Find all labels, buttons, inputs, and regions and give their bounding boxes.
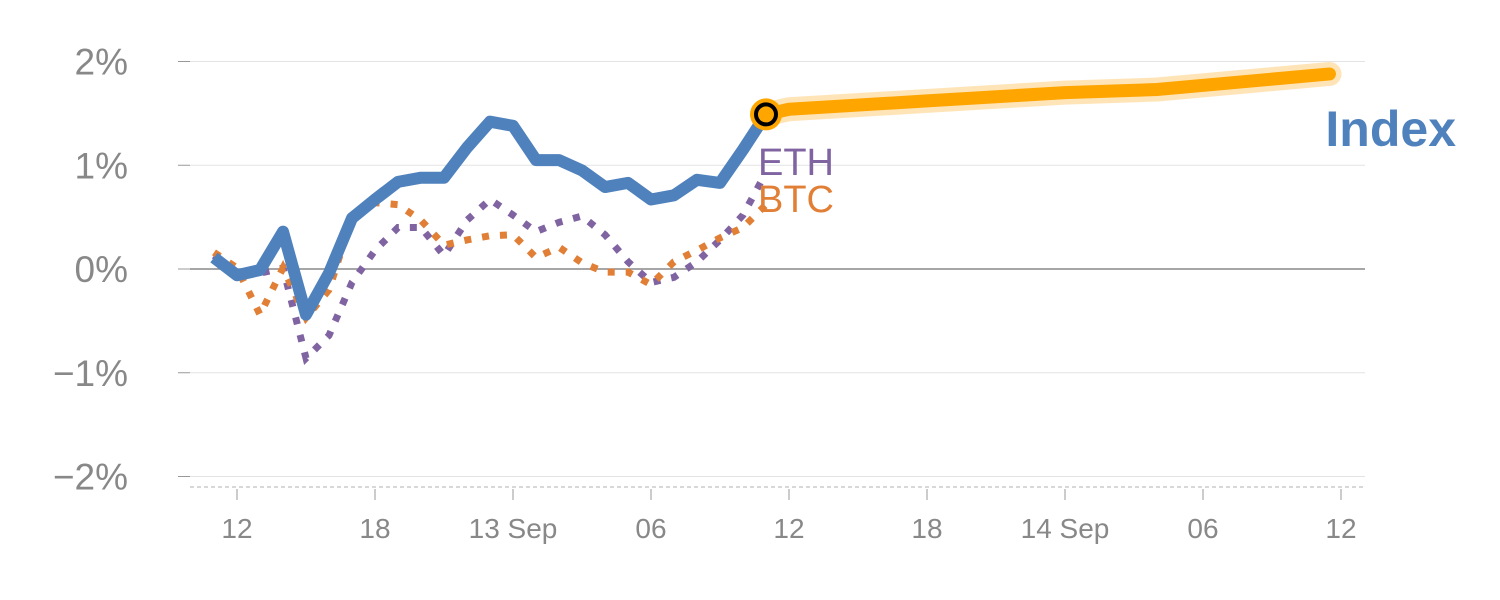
y-tick-label: 2% <box>75 42 128 83</box>
x-axis: 12 18 13 Sep 06 12 18 14 Sep 06 12 <box>221 489 1357 544</box>
y-tick-label: 1% <box>75 145 128 186</box>
grid <box>190 61 1365 488</box>
x-tick-label: 12 <box>1325 513 1356 544</box>
x-tick-label: 12 <box>773 513 804 544</box>
y-tick-label: −1% <box>53 353 128 394</box>
eth-line <box>211 170 770 366</box>
index-line <box>210 111 772 321</box>
y-tick-label: 0% <box>75 249 128 290</box>
x-tick-label: 18 <box>359 513 390 544</box>
x-tick-label: 06 <box>1187 513 1218 544</box>
x-tick-label: 14 Sep <box>1021 513 1110 544</box>
current-point-marker-inner <box>754 102 778 127</box>
y-axis: 2% 1% 0% −1% −2% <box>53 42 190 498</box>
x-tick-label: 13 Sep <box>469 513 558 544</box>
y-tick-label: −2% <box>53 457 128 498</box>
forecast-line <box>759 67 1336 121</box>
btc-label: BTC <box>758 179 834 221</box>
x-tick-label: 12 <box>221 513 252 544</box>
x-tick-label: 06 <box>635 513 666 544</box>
eth-label: ETH <box>758 142 834 184</box>
x-tick-label: 18 <box>911 513 942 544</box>
series-group <box>210 61 1342 366</box>
index-label: Index <box>1325 101 1456 157</box>
